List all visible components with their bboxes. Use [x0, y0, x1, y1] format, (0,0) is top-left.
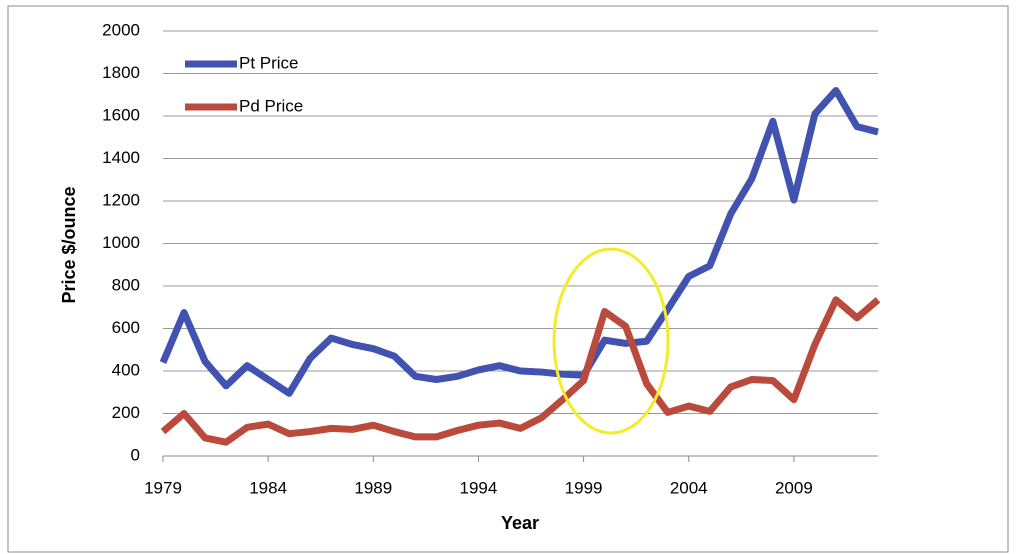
- legend-label: Pd Price: [239, 96, 303, 115]
- y-tick-label: 1400: [102, 148, 140, 167]
- y-tick-label: 1600: [102, 105, 140, 124]
- data-line: [160, 296, 881, 446]
- y-tick-label: 0: [131, 445, 140, 464]
- y-axis-label: Price $/ounce: [59, 186, 79, 303]
- y-tick-label: 800: [112, 275, 140, 294]
- y-tick-label: 200: [112, 403, 140, 422]
- y-tick-label: 1000: [102, 233, 140, 252]
- y-tick-label: 1200: [102, 190, 140, 209]
- x-tick-label: 1979: [144, 478, 182, 497]
- legend-label: Pt Price: [239, 53, 299, 72]
- x-tick-label: 1999: [565, 478, 603, 497]
- x-tick-label: 2009: [775, 478, 813, 497]
- x-axis-label: Year: [501, 513, 539, 533]
- y-tick-label: 2000: [102, 20, 140, 39]
- x-tick-label: 1989: [354, 478, 392, 497]
- highlight-ellipse: [552, 247, 670, 435]
- x-tick-label: 1994: [460, 478, 498, 497]
- chart-frame: [7, 5, 1009, 553]
- y-tick-label: 600: [112, 318, 140, 337]
- data-line: [159, 87, 879, 397]
- y-tick-label: 400: [112, 360, 140, 379]
- x-tick-label: 2004: [670, 478, 708, 497]
- y-tick-label: 1800: [102, 63, 140, 82]
- x-tick-label: 1984: [249, 478, 287, 497]
